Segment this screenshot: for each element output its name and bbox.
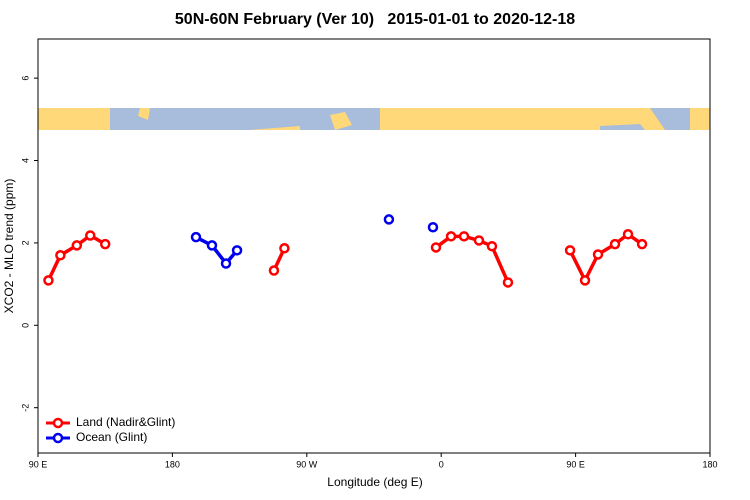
data-point [473, 235, 485, 246]
x-tick-label: 90 E [29, 459, 48, 469]
map-ocean [110, 108, 380, 130]
data-point [206, 240, 218, 251]
data-point [486, 240, 498, 252]
data-point [592, 249, 604, 260]
map-land [330, 112, 352, 130]
data-point [43, 275, 54, 286]
data-point [220, 258, 232, 269]
y-tick-label: 0 [20, 323, 30, 328]
y-tick-label: 6 [20, 76, 30, 81]
map-strip [38, 108, 710, 130]
series-line [46, 232, 644, 284]
data-point [609, 238, 621, 250]
y-tick-label: 4 [20, 158, 30, 163]
x-tick-label: 0 [439, 459, 444, 469]
x-axis-title: Longitude (deg E) [327, 475, 422, 489]
data-point [430, 242, 442, 253]
x-tick-label: 90 E [566, 459, 585, 469]
data-point [190, 231, 202, 243]
data-point [268, 265, 280, 276]
plot-frame [37, 38, 711, 454]
y-tick-label: 2 [20, 240, 30, 245]
data-point [564, 245, 576, 256]
data-point [99, 238, 111, 250]
data-point [85, 230, 96, 241]
legend: Land (Nadir&Glint)Ocean (Glint) [46, 415, 175, 444]
data-point [383, 214, 395, 225]
data-point [622, 229, 634, 240]
data-point [579, 275, 591, 286]
data-point [636, 238, 648, 250]
data-point [458, 231, 470, 242]
legend-marker [52, 432, 64, 444]
data-point [71, 240, 83, 251]
data-point [279, 243, 290, 254]
data-point [427, 222, 439, 233]
map-ocean [650, 108, 690, 130]
legend-marker [52, 417, 64, 429]
legend-label: Land (Nadir&Glint) [76, 415, 175, 429]
y-axis-title: XCO2 - MLO trend (ppm) [2, 179, 16, 314]
data-point [55, 250, 66, 261]
series-line [196, 227, 433, 263]
data-point [502, 277, 514, 288]
y-tick-label: -2 [20, 404, 30, 412]
data-point [231, 245, 243, 256]
x-tick-label: 180 [702, 459, 717, 469]
legend-label: Ocean (Glint) [76, 430, 147, 444]
data-point [445, 231, 457, 242]
map-ocean [600, 124, 645, 130]
x-tick-label: 180 [165, 459, 180, 469]
map-land [138, 108, 150, 120]
chart-title: 50N-60N February (Ver 10) 2015-01-01 to … [175, 11, 575, 28]
x-tick-label: 90 W [296, 459, 318, 469]
